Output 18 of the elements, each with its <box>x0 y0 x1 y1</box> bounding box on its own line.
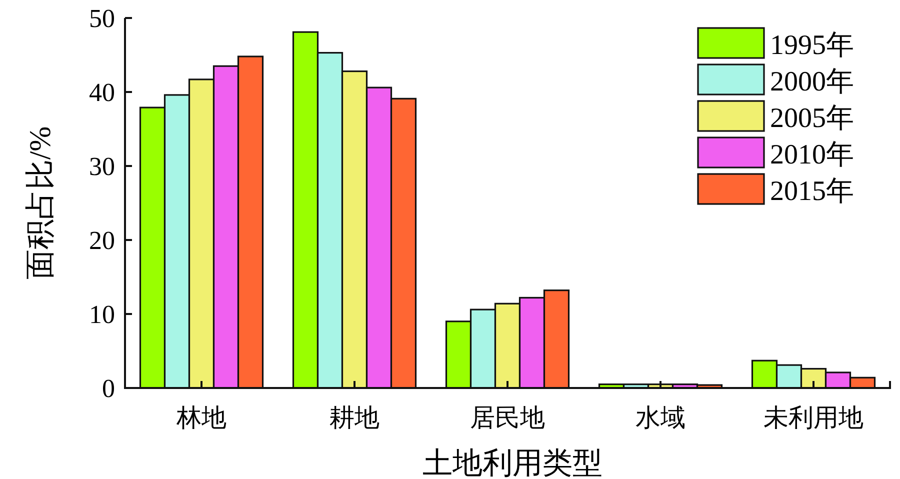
x-axis-title: 土地利用类型 <box>422 447 602 479</box>
legend-label: 2015年 <box>770 176 854 207</box>
legend-label: 2010年 <box>770 140 854 170</box>
x-tick-label: 水域 <box>636 405 686 432</box>
legend-label: 1995年 <box>770 30 854 61</box>
y-tick-label: 50 <box>89 4 115 33</box>
legend-label: 2000年 <box>770 66 854 98</box>
y-tick-label: 40 <box>89 78 115 107</box>
y-axis-title: 面积占比/% <box>24 126 57 280</box>
legend-label: 2005年 <box>770 103 854 134</box>
x-tick-label: 未利用地 <box>764 405 864 432</box>
y-tick-label: 20 <box>89 226 115 255</box>
x-tick-label: 居民地 <box>470 405 545 432</box>
y-tick-label: 30 <box>89 152 115 181</box>
y-tick-label: 10 <box>89 300 115 329</box>
y-tick-label: 0 <box>102 374 115 403</box>
x-tick-label: 林地 <box>176 405 226 432</box>
x-tick-label: 耕地 <box>330 405 380 432</box>
